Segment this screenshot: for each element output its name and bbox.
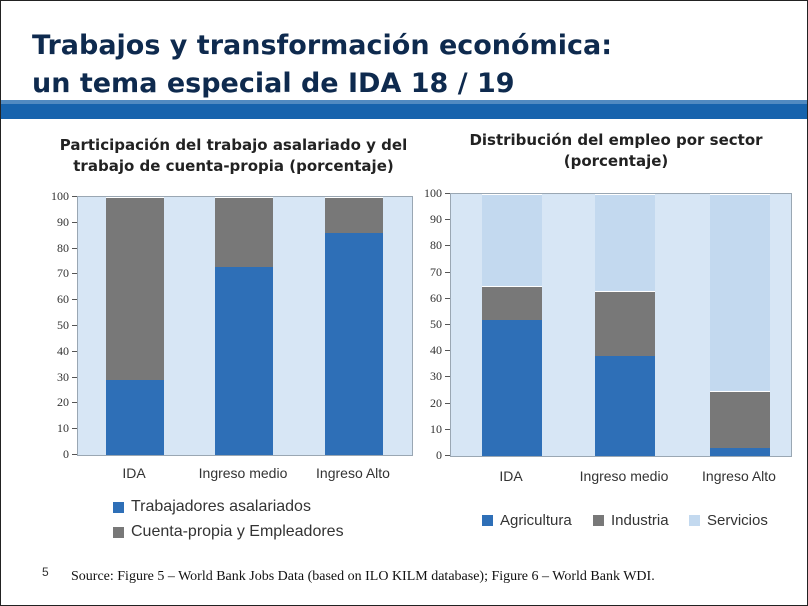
chart-2-bar-2-series-1 [595,356,655,456]
chart-1-bar-2-series-2 [215,197,273,267]
chart-1-title-line-1: Participación del trabajo asalariado y d… [59,136,408,154]
chart-2-legend-label-3: Servicios [707,512,768,529]
chart-1-category-label: IDA [122,465,146,481]
chart-2-ytick-mark [445,402,450,404]
chart-1-bar-3-series-2 [325,197,383,234]
slide-title: Trabajos y transformación económica: un … [32,27,612,103]
title-band [1,100,807,119]
legend-swatch-gray [113,526,124,538]
chart-2-bar-2-series-2 [595,290,655,357]
slide-title-line-2: un tema especial de IDA 18 / 19 [32,68,515,99]
chart-1-category-label: Ingreso Alto [316,465,390,481]
chart-1-ytick-label: 70 [57,266,69,281]
chart-1-ytick-mark [72,350,77,352]
chart-2-ytick-mark [445,193,450,194]
chart-2-legend-label-2: Industria [611,512,669,529]
chart-1-ytick-label: 90 [57,214,69,229]
chart-2-ytick-label: 90 [430,212,442,227]
source-note: Source: Figure 5 – World Bank Jobs Data … [71,569,655,584]
chart-2-plot-area [450,193,792,457]
chart-2-ytick-label: 20 [430,395,442,410]
chart-1-legend-label-2: Cuenta-propia y Empleadores [131,523,344,540]
chart-2-title-line-2: (porcentaje) [563,152,669,170]
chart-1-bar-1-series-2 [106,197,164,381]
chart-2-bar-3-series-3 [710,194,770,391]
chart-1-ytick-mark [72,221,77,223]
chart-2-ytick-label: 40 [430,343,442,358]
chart-1-ytick-label: 50 [57,318,69,332]
chart-2-category-label: IDA [499,468,523,484]
chart-1-category-label: Ingreso medio [198,465,288,481]
chart-2-legend-item-3: Servicios [689,512,768,529]
chart-1-ytick-mark [72,402,77,404]
chart-2-bar-1-series-2 [482,285,542,320]
chart-1-ytick-label: 0 [63,447,69,461]
chart-2-legend-item-2: Industria [593,512,669,529]
chart-2-bar-2-series-3 [595,194,655,291]
chart-2-bar-1-series-1 [482,319,542,456]
chart-1-ytick-mark [72,376,77,378]
chart-1-ytick-mark [72,299,77,301]
chart-1-ytick-label: 10 [57,421,69,436]
chart-2-title: Distribución del empleo por sector (porc… [441,130,791,172]
chart-2-legend-label-1: Agricultura [500,512,572,529]
chart-2-ytick-label: 60 [430,290,442,305]
chart-2-ytick-mark [445,376,450,378]
chart-1-ytick-label: 40 [57,343,69,358]
chart-2-bar-3-series-2 [710,390,770,449]
chart-2-ytick-mark [445,324,450,325]
chart-1-ytick-mark [72,325,77,326]
chart-1-legend-item-1: Trabajadores asalariados [113,498,311,516]
chart-2-ytick-mark [445,455,450,456]
chart-1-plot-area [77,196,413,456]
chart-1-ytick-mark [72,247,77,249]
chart-1-bar-3-series-1 [325,233,383,455]
page-number: 5 [42,565,49,579]
chart-2-ytick-mark [445,271,450,273]
chart-2-ytick-label: 0 [436,448,442,462]
legend-swatch-blue [482,515,493,526]
legend-swatch-light [689,515,700,526]
chart-2-category-label: Ingreso Alto [702,468,776,484]
chart-1-ytick-mark [72,454,77,455]
chart-2-ytick-label: 70 [430,264,442,279]
chart-1-ytick-mark [72,196,77,197]
chart-2-ytick-label: 10 [430,421,442,436]
chart-2-ytick-label: 50 [430,317,442,331]
chart-1-legend-item-2: Cuenta-propia y Empleadores [113,523,344,541]
chart-2-ytick-mark [445,219,450,221]
chart-1-bar-2-series-1 [215,266,273,455]
chart-1-title-line-2: trabajo de cuenta-propia (porcentaje) [73,157,394,175]
chart-1-ytick-label: 100 [51,189,69,203]
chart-1-ytick-mark [72,273,77,275]
chart-1-title: Participación del trabajo asalariado y d… [41,135,426,177]
slide-title-line-1: Trabajos y transformación económica: [32,30,612,61]
chart-2-legend-item-1: Agricultura [482,512,572,529]
chart-2-category-label: Ingreso medio [579,468,669,484]
chart-1-ytick-label: 60 [57,292,69,307]
chart-2-ytick-mark [445,350,450,352]
chart-1-legend-label-1: Trabajadores asalariados [131,498,311,515]
chart-2-ytick-mark [445,245,450,247]
chart-2-ytick-label: 30 [430,369,442,384]
chart-2-bar-3-series-1 [710,448,770,456]
legend-swatch-gray [593,515,604,526]
chart-1-ytick-label: 30 [57,369,69,384]
chart-1-ytick-label: 80 [57,240,69,255]
chart-2-ytick-mark [445,428,450,430]
chart-1-ytick-mark [72,428,77,430]
chart-2-ytick-label: 100 [424,186,442,200]
chart-1-ytick-label: 20 [57,395,69,410]
chart-2-title-line-1: Distribución del empleo por sector [469,131,763,149]
chart-1-bar-1-series-1 [106,380,164,455]
chart-2-bar-1-series-3 [482,194,542,286]
chart-2-ytick-label: 80 [430,238,442,253]
chart-2-ytick-mark [445,297,450,299]
legend-swatch-blue [113,501,124,513]
